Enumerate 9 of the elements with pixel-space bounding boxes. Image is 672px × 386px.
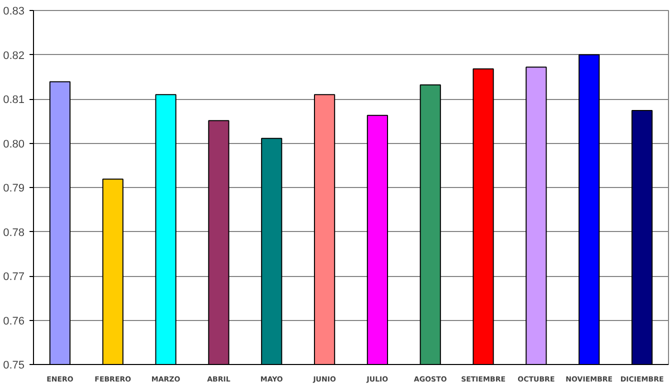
y-tick-label: 0.76: [3, 315, 25, 328]
y-tick-label: 0.77: [3, 271, 25, 283]
y-tick-label: 0.80: [3, 138, 25, 150]
y-tick-label: 0.75: [3, 360, 25, 372]
y-tick-label: 0.82: [3, 50, 25, 62]
y-tick-label: 0.78: [3, 226, 25, 239]
y-tick-label: 0.83: [3, 6, 25, 18]
y-tick-label: 0.79: [3, 182, 25, 194]
y-tick-label: 0.81: [3, 94, 25, 106]
